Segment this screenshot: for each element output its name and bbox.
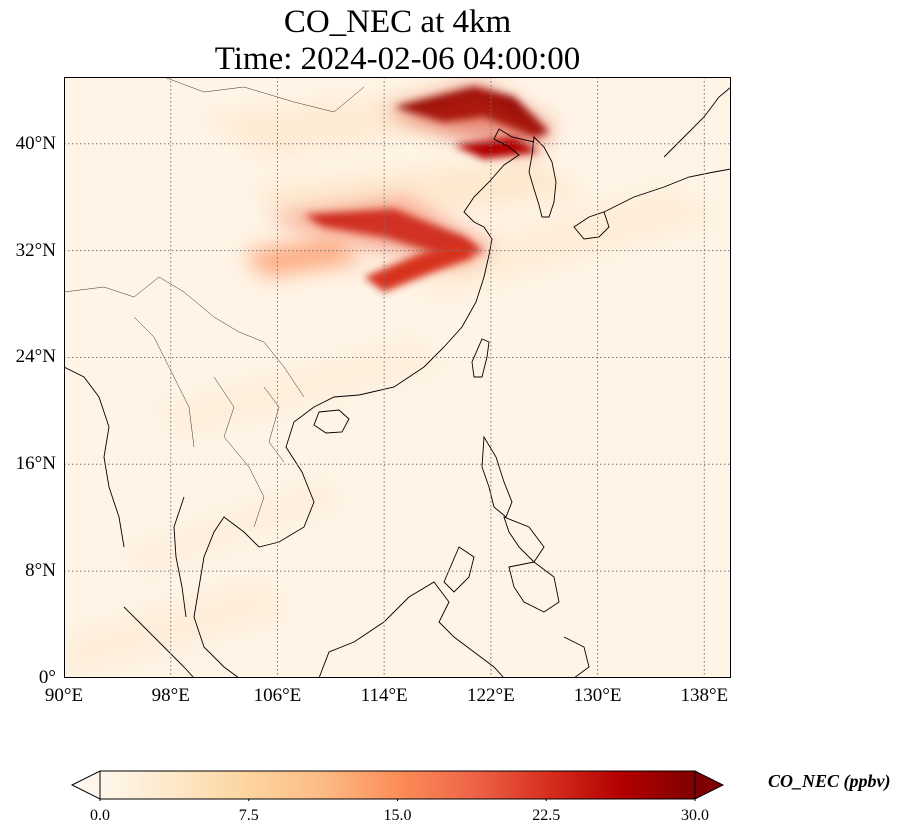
coast-korea bbox=[528, 136, 557, 218]
x-tick-label: 122°E bbox=[467, 685, 515, 706]
colorbar bbox=[70, 770, 725, 801]
colorbar-tick-label: 22.5 bbox=[532, 807, 561, 824]
y-tick-label: 16°N bbox=[15, 453, 56, 475]
colorbar-tick-label: 30.0 bbox=[681, 807, 709, 824]
plume-north-china-halo bbox=[384, 82, 554, 152]
x-tick-label: 98°E bbox=[151, 685, 190, 706]
plume-west bbox=[244, 237, 364, 277]
colorbar-tick-label: 7.5 bbox=[238, 807, 259, 824]
x-tick-label: 138°E bbox=[680, 685, 729, 706]
chart-title: CO_NEC at 4km bbox=[283, 4, 512, 40]
plume-central-china bbox=[364, 242, 474, 292]
chart-subtitle-time: Time: 2024-02-06 04:00:00 bbox=[214, 41, 581, 77]
coast-hainan bbox=[313, 409, 350, 434]
map-panel bbox=[64, 77, 731, 678]
colorbar-tickmarks bbox=[99, 799, 696, 801]
coast-palawan bbox=[443, 546, 475, 593]
coast-japan-kyushu bbox=[573, 211, 610, 240]
coast-taiwan bbox=[471, 338, 490, 378]
y-tick-label: 0° bbox=[38, 667, 56, 688]
map-border bbox=[64, 77, 731, 678]
coast-china bbox=[313, 128, 535, 408]
y-tick-label: 24°N bbox=[15, 346, 56, 368]
y-tick-label: 32°N bbox=[15, 239, 56, 261]
coast-malay-left bbox=[173, 496, 187, 618]
colorbar-label: CO_NEC (ppbv) bbox=[768, 771, 891, 791]
x-tick-label: 90°E bbox=[44, 685, 84, 706]
coast-sumatra bbox=[123, 606, 195, 678]
colorbar-min-extend bbox=[70, 770, 101, 800]
x-tick-label: 114°E bbox=[360, 685, 408, 706]
colorbar-gradient bbox=[99, 770, 696, 800]
coast-borneo bbox=[318, 581, 505, 678]
colorbar-tick-label: 0.0 bbox=[90, 807, 110, 824]
x-tick-label: 130°E bbox=[573, 685, 622, 706]
co-plumes bbox=[244, 82, 554, 292]
x-tick-label: 106°E bbox=[253, 685, 302, 706]
haze-layer bbox=[64, 87, 724, 678]
gridlines bbox=[64, 77, 731, 678]
borders bbox=[64, 77, 365, 528]
y-tick-label: 8°N bbox=[25, 560, 56, 582]
coast-luzon bbox=[481, 435, 513, 518]
colorbar-max-extend bbox=[694, 770, 725, 800]
coast-myanmar bbox=[64, 366, 125, 548]
coast-japan-honshu bbox=[603, 168, 731, 213]
coast-mindanao bbox=[508, 561, 560, 613]
colorbar-tick-label: 15.0 bbox=[383, 807, 412, 824]
y-tick-label: 40°N bbox=[15, 132, 56, 154]
coast-sulawesi bbox=[563, 636, 590, 678]
coast-indochina bbox=[193, 406, 315, 678]
